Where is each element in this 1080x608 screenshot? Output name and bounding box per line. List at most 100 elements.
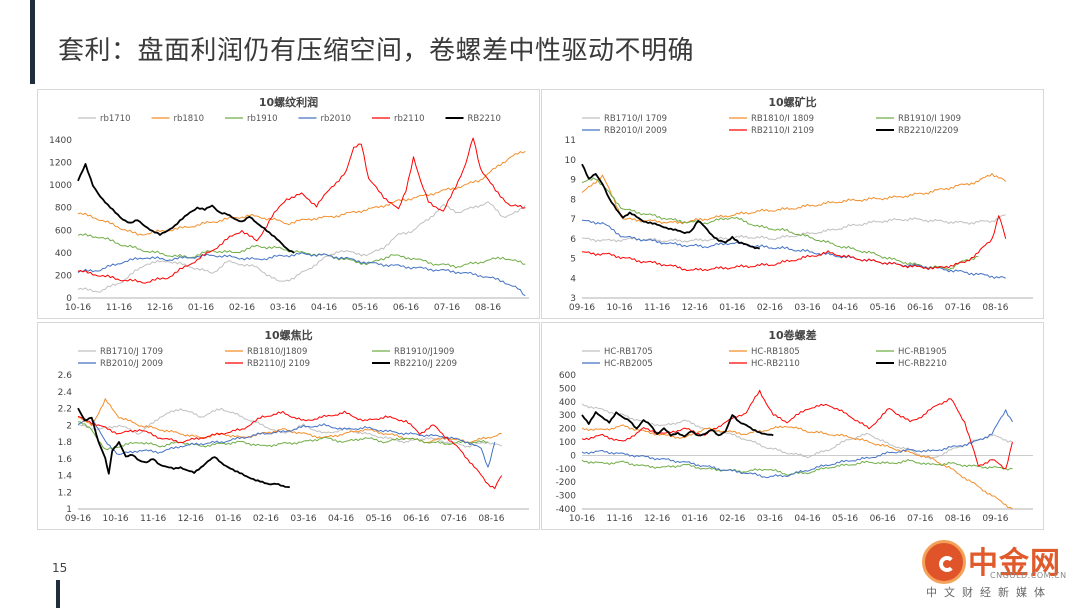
x-tick-label: 03-16 xyxy=(290,514,316,524)
watermark-logo: 中金网 CNGOLD.COM.CN 中文财经新媒体 xyxy=(920,538,1070,602)
y-tick-label: 1.8 xyxy=(58,438,73,448)
legend-label: HC-RB2210 xyxy=(898,359,947,369)
legend-label: RB1810/I 1809 xyxy=(751,114,814,124)
x-tick-label: 04-16 xyxy=(311,303,337,313)
series-line xyxy=(77,407,290,489)
series-line xyxy=(581,424,1013,510)
legend-label: RB1910/I 1909 xyxy=(898,114,961,124)
x-tick-label: 06-16 xyxy=(907,303,933,313)
series-line xyxy=(581,214,1006,243)
legend-label: rb2110 xyxy=(394,114,425,124)
y-tick-label: 3 xyxy=(570,294,576,304)
series-line xyxy=(77,137,526,284)
chart-panel-rebar-profit: 10螺纹利润 rb1710 rb1810 rb1910 rb2010 rb2110 RB22… xyxy=(37,89,540,319)
series-line xyxy=(581,215,1007,272)
y-tick-label: 800 xyxy=(55,204,72,214)
x-tick-label: 12-16 xyxy=(147,303,173,313)
x-tick-label: 07-16 xyxy=(945,303,971,313)
y-tick-label: 600 xyxy=(55,226,72,236)
legend-label: rb1910 xyxy=(247,114,278,124)
y-tick-label: 500 xyxy=(559,384,576,394)
y-tick-label: 11 xyxy=(565,136,576,146)
legend-label: RB2110/J 2109 xyxy=(247,359,310,369)
y-tick-label: 200 xyxy=(55,271,72,281)
y-tick-label: 100 xyxy=(559,438,576,448)
series-line xyxy=(581,173,1007,225)
y-tick-label: 2.4 xyxy=(58,388,73,398)
legend-label: HC-RB1805 xyxy=(751,347,800,357)
y-tick-label: 600 xyxy=(559,371,576,381)
title-accent-bar xyxy=(30,0,35,84)
legend-label: HC-RB2110 xyxy=(751,359,800,369)
x-tick-label: 05-16 xyxy=(870,303,896,313)
watermark-brand: 中金网 xyxy=(968,546,1061,581)
series-line xyxy=(77,421,489,451)
legend-label: rb1710 xyxy=(100,114,131,124)
x-tick-label: 09-16 xyxy=(569,303,595,313)
x-tick-label: 07-16 xyxy=(907,514,933,524)
chart-hc-rb-spread: 10卷螺差 HC-RB1705 HC-RB1805 HC-RB1905 HC-RB200… xyxy=(556,328,1033,524)
y-tick-label: 1.4 xyxy=(58,472,73,482)
x-tick-label: 05-16 xyxy=(352,303,378,313)
series-line xyxy=(581,163,760,250)
chart-panel-rebar-ore-ratio: 10螺矿比 RB1710/I 1709 RB1810/I 1809 RB1910/I … xyxy=(541,89,1044,319)
series-line xyxy=(77,410,503,490)
x-tick-label: 12-16 xyxy=(682,303,708,313)
chart-rebar-profit: 10螺纹利润 rb1710 rb1810 rb1910 rb2010 rb2110 RB22… xyxy=(49,95,529,313)
chart-title: 10螺矿比 xyxy=(768,95,816,109)
y-tick-label: 2 xyxy=(66,421,72,431)
y-tick-label: 5 xyxy=(570,255,576,265)
y-tick-label: 9 xyxy=(570,176,576,186)
watermark-domain: CNGOLD.COM.CN xyxy=(990,571,1067,580)
chart-panel-rebar-coke-ratio: 10螺焦比 RB1710/J 1709 RB1810/J1809 RB1910/J19… xyxy=(37,322,540,530)
y-tick-label: 8 xyxy=(570,195,576,205)
y-tick-label: -400 xyxy=(556,505,577,515)
x-tick-label: 04-16 xyxy=(794,514,820,524)
legend-label: RB2110/I 2109 xyxy=(751,126,814,136)
legend-label: RB1710/I 1709 xyxy=(604,114,667,124)
x-tick-label: 06-16 xyxy=(393,303,419,313)
chart-panel-hc-rb-spread: 10卷螺差 HC-RB1705 HC-RB1805 HC-RB1905 HC-RB200… xyxy=(541,322,1044,530)
x-tick-label: 01-16 xyxy=(215,514,241,524)
x-tick-label: 10-16 xyxy=(607,303,633,313)
y-tick-label: 1.6 xyxy=(58,455,73,465)
chart-rebar-coke-ratio: 10螺焦比 RB1710/J 1709 RB1810/J1809 RB1910/J19… xyxy=(58,328,529,524)
x-tick-label: 03-16 xyxy=(794,303,820,313)
x-tick-label: 08-16 xyxy=(478,514,504,524)
y-tick-label: 200 xyxy=(559,425,576,435)
x-tick-label: 10-16 xyxy=(569,514,595,524)
x-tick-label: 10-16 xyxy=(65,303,91,313)
y-tick-label: 1.2 xyxy=(58,488,72,498)
chart-title: 10螺焦比 xyxy=(264,328,312,342)
x-tick-label: 07-16 xyxy=(434,303,460,313)
series-line xyxy=(77,417,496,468)
x-tick-label: 01-16 xyxy=(682,514,708,524)
slide-title: 套利：盘面利润仍有压缩空间，卷螺差中性驱动不明确 xyxy=(58,36,695,66)
series-line xyxy=(77,407,502,448)
y-tick-label: -300 xyxy=(556,492,577,502)
y-tick-label: 10 xyxy=(565,156,577,166)
x-tick-label: 11-16 xyxy=(644,303,670,313)
series-line xyxy=(581,459,1013,476)
series-line xyxy=(77,233,526,269)
x-tick-label: 03-16 xyxy=(757,514,783,524)
series-line xyxy=(77,398,502,444)
y-tick-label: 300 xyxy=(559,411,576,421)
x-tick-label: 09-16 xyxy=(65,514,91,524)
y-tick-label: 1400 xyxy=(49,136,72,146)
y-tick-label: 6 xyxy=(570,235,576,245)
x-tick-label: 12-16 xyxy=(644,514,670,524)
chart-rebar-ore-ratio: 10螺矿比 RB1710/I 1709 RB1810/I 1809 RB1910/I … xyxy=(565,95,1033,313)
x-tick-label: 01-16 xyxy=(188,303,214,313)
y-tick-label: 4 xyxy=(570,274,576,284)
x-tick-label: 07-16 xyxy=(441,514,467,524)
x-tick-label: 04-16 xyxy=(328,514,354,524)
x-tick-label: 05-16 xyxy=(366,514,392,524)
series-line xyxy=(581,177,979,271)
y-tick-label: 1 xyxy=(66,505,72,515)
legend-label: HC-RB1905 xyxy=(898,347,947,357)
legend-label: HC-RB2005 xyxy=(604,359,653,369)
x-tick-label: 02-16 xyxy=(719,514,745,524)
x-tick-label: 08-16 xyxy=(475,303,501,313)
y-tick-label: 400 xyxy=(55,249,72,259)
